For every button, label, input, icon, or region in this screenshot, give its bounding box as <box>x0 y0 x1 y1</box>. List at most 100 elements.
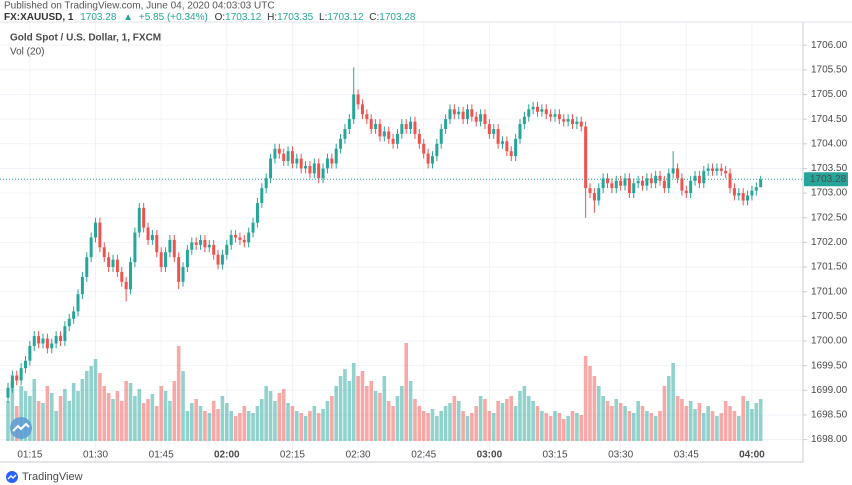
volume-bar <box>133 396 137 441</box>
candle-body <box>544 109 548 115</box>
candle-body <box>667 173 671 189</box>
volume-bar <box>255 406 260 441</box>
y-tick-label: 1699.50 <box>811 360 848 371</box>
y-tick-label: 1705.50 <box>811 64 848 75</box>
volume-bar <box>260 399 264 441</box>
candle-body <box>50 343 54 349</box>
volume-bar <box>124 381 128 441</box>
volume-bar <box>693 409 697 441</box>
last-price-label: 1703.28 <box>810 174 847 185</box>
candle-body <box>444 119 448 129</box>
volume-bar <box>605 401 610 441</box>
volume-bar <box>246 411 251 441</box>
published-line: Published on TradingView.com, June 04, 2… <box>4 1 275 12</box>
y-tick-label: 1706.00 <box>811 40 848 51</box>
candle-body <box>225 244 229 255</box>
candle-body <box>264 178 268 189</box>
candle-body <box>684 190 688 194</box>
volume-bar <box>443 406 448 441</box>
candle-body <box>680 178 684 191</box>
candle-body <box>115 259 119 272</box>
volume-bar <box>697 403 702 441</box>
volume-bar <box>478 396 483 441</box>
candle-body <box>290 151 294 164</box>
volume-bar <box>430 409 435 441</box>
volume-bar <box>49 393 54 441</box>
candle-body <box>706 168 710 171</box>
y-tick-label: 1701.00 <box>811 286 848 297</box>
candle-body <box>387 131 391 139</box>
volume-bar <box>189 403 194 441</box>
candle-body <box>216 254 220 265</box>
candle-body <box>155 235 159 253</box>
volume-bar <box>553 411 557 441</box>
volume-bar <box>63 389 67 441</box>
candle-body <box>750 190 754 196</box>
candle-body <box>137 207 141 233</box>
volume-bar <box>194 399 198 441</box>
candle-body <box>724 170 728 174</box>
volume-bar <box>417 406 422 441</box>
volume-bar <box>684 406 689 441</box>
volume-bar <box>583 356 588 441</box>
candle-body <box>522 116 526 125</box>
candle-body <box>111 259 115 268</box>
volume-bar <box>89 366 93 441</box>
candle-body <box>422 143 426 154</box>
candle-body <box>273 148 277 159</box>
volume-bar <box>557 413 562 441</box>
candle-body <box>107 257 111 268</box>
candle-body <box>649 178 653 184</box>
volume-bar <box>439 411 444 441</box>
volume-bar <box>163 391 168 441</box>
volume-bar <box>723 401 728 441</box>
candle-body <box>330 158 334 164</box>
candle-body <box>203 239 207 248</box>
volume-bar <box>483 399 487 441</box>
candle-body <box>15 375 19 381</box>
candle-body <box>479 114 483 122</box>
volume-bar <box>312 406 317 441</box>
volume-bar <box>290 406 295 441</box>
candle-body <box>45 338 49 349</box>
candle-body <box>391 138 395 144</box>
volume-bar <box>487 411 492 441</box>
x-tick-label: 03:15 <box>542 450 567 461</box>
candle-body <box>728 173 732 189</box>
volume-bar <box>229 411 233 441</box>
candle-body <box>85 257 89 277</box>
candle-body <box>492 129 496 134</box>
candle-body <box>500 141 504 144</box>
candle-body <box>76 294 80 312</box>
volume-bar <box>10 381 15 441</box>
candle-body <box>321 168 325 179</box>
y-tick-label: 1700.50 <box>811 311 848 322</box>
ohlc-value: 1703.12 <box>225 12 262 23</box>
candle-body <box>715 168 719 171</box>
axis-layer: 1698.00 1698.50 1699.00 1699.50 1700.00 1700.… <box>17 40 848 461</box>
volume-bar <box>137 389 142 441</box>
x-tick-label: 01:45 <box>149 450 174 461</box>
volume-bar <box>141 403 146 441</box>
candle-body <box>282 153 286 162</box>
x-tick-label: 03:00 <box>477 450 503 461</box>
volume-bar <box>719 413 724 441</box>
volume-bar <box>119 401 124 441</box>
candle-body <box>483 114 487 125</box>
candle-body <box>632 183 636 194</box>
candle-body <box>347 119 351 129</box>
candle-body <box>360 104 364 115</box>
x-tick-label: 03:45 <box>674 450 699 461</box>
volume-bar <box>706 406 710 441</box>
volume-bar <box>566 416 570 441</box>
volume-bar <box>264 386 268 441</box>
volume-bar <box>631 413 636 441</box>
volume-bar <box>509 396 514 441</box>
volume-bar <box>28 396 32 441</box>
volume-bar <box>36 401 41 441</box>
volume-bar <box>159 386 163 441</box>
volume-bar <box>680 399 684 441</box>
volume-bar <box>491 413 496 441</box>
volume-bar <box>211 401 216 441</box>
candle-body <box>369 119 373 129</box>
